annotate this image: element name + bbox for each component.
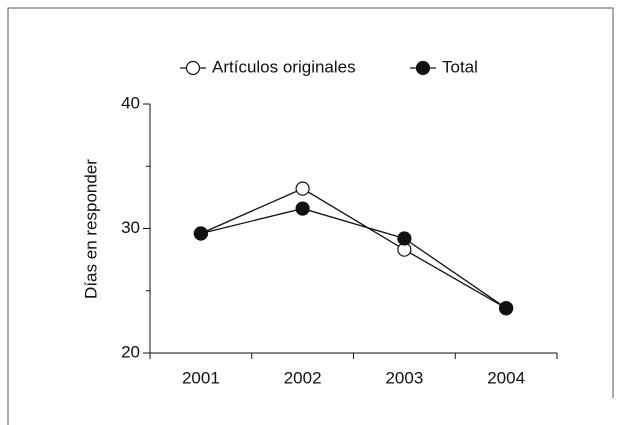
y-tick-label: 20 xyxy=(121,342,140,361)
series-line xyxy=(200,187,507,309)
x-tick-label: 2004 xyxy=(487,368,525,387)
legend-label: Artículos originales xyxy=(212,57,356,76)
legend-marker xyxy=(415,60,431,76)
legend-marker xyxy=(185,60,201,76)
marker xyxy=(193,226,208,241)
x-tick-label: 2001 xyxy=(182,368,220,387)
x-tick-label: 2002 xyxy=(284,368,322,387)
marker xyxy=(499,301,514,316)
marker xyxy=(295,201,310,216)
marker xyxy=(295,181,310,196)
y-axis-label: Días en responder xyxy=(81,159,100,299)
frame xyxy=(7,7,614,425)
y-tick-label: 40 xyxy=(121,93,140,112)
x-tick-label: 2003 xyxy=(385,368,423,387)
marker xyxy=(397,231,412,246)
y-tick-label: 30 xyxy=(121,218,140,237)
series-line xyxy=(200,207,507,309)
legend-label: Total xyxy=(442,57,478,76)
